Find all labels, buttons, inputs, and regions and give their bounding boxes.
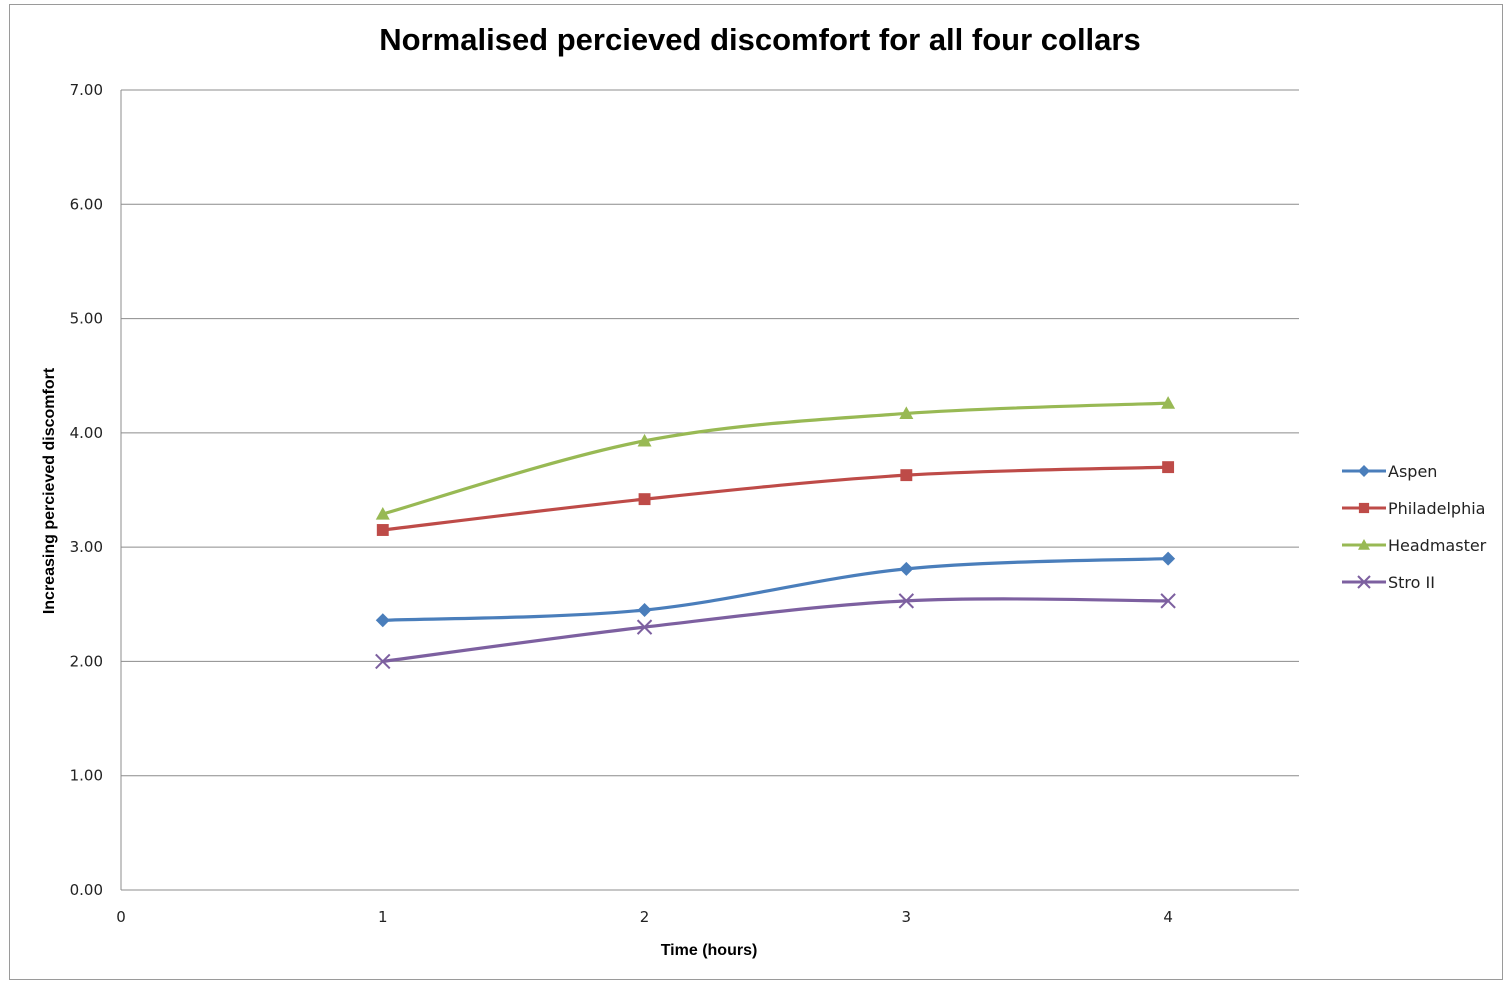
- series-line: [382, 597, 1169, 664]
- data-point: [375, 507, 390, 520]
- y-tick-label: 1.00: [70, 767, 103, 785]
- legend-item: Headmaster: [1342, 536, 1487, 555]
- data-point: [638, 493, 651, 506]
- data-point: [898, 593, 915, 609]
- data-point: [376, 524, 389, 536]
- data-point: [1358, 502, 1370, 514]
- y-tick-label: 5.00: [70, 310, 103, 328]
- legend-item: Stro II: [1342, 573, 1435, 592]
- x-tick-label: 4: [1163, 908, 1173, 926]
- series-line: [382, 401, 1169, 516]
- axes: 0.00 1.00 2.00 3.00 4.00 5.00 6.00 7.00 0 1 2 3 4: [70, 81, 1299, 926]
- legend-label: Headmaster: [1388, 536, 1487, 555]
- data-point: [1357, 575, 1371, 589]
- legend-label: Stro II: [1388, 573, 1435, 592]
- series-philadelphia: [376, 461, 1175, 536]
- series-line: [382, 465, 1169, 532]
- series-headmaster: [375, 396, 1176, 520]
- legend-item: Aspen: [1342, 462, 1437, 481]
- data-point: [899, 406, 914, 420]
- series-stro-ii: [375, 593, 1176, 670]
- data-point: [900, 469, 913, 482]
- data-point: [1162, 461, 1175, 474]
- data-point: [637, 433, 652, 447]
- chart-title: Normalised percieved discomfort for all …: [379, 22, 1141, 57]
- data-point: [899, 561, 914, 576]
- data-point: [1161, 551, 1176, 566]
- x-tick-label: 1: [378, 908, 388, 926]
- series-lines: [375, 396, 1176, 670]
- data-point: [1358, 539, 1370, 550]
- legend: Aspen Philadelphia Headmaster Stro II: [1342, 462, 1487, 592]
- x-tick-label: 0: [116, 908, 126, 926]
- data-point: [1358, 465, 1370, 477]
- y-axis-title: Increasing percieved discomfort: [41, 367, 58, 614]
- data-point: [637, 603, 652, 617]
- y-tick-label: 0.00: [70, 881, 103, 899]
- data-point: [375, 653, 391, 670]
- x-tick-label: 3: [902, 908, 912, 926]
- data-point: [1160, 593, 1176, 609]
- y-tick-label: 2.00: [70, 652, 103, 670]
- y-tick-label: 3.00: [70, 538, 103, 556]
- legend-label: Philadelphia: [1388, 499, 1485, 518]
- legend-label: Aspen: [1388, 462, 1437, 481]
- y-tick-label: 6.00: [70, 195, 103, 213]
- y-tick-label: 7.00: [70, 81, 103, 99]
- x-axis-title: Time (hours): [661, 942, 758, 959]
- gridlines: [121, 89, 1299, 891]
- data-point: [1161, 396, 1176, 409]
- series-aspen: [375, 551, 1176, 628]
- legend-item: Philadelphia: [1342, 499, 1485, 518]
- data-point: [375, 613, 390, 628]
- data-point: [636, 619, 653, 635]
- series-line: [382, 556, 1169, 622]
- y-tick-label: 4.00: [70, 424, 103, 442]
- x-tick-label: 2: [640, 908, 650, 926]
- chart-frame: [9, 4, 1503, 980]
